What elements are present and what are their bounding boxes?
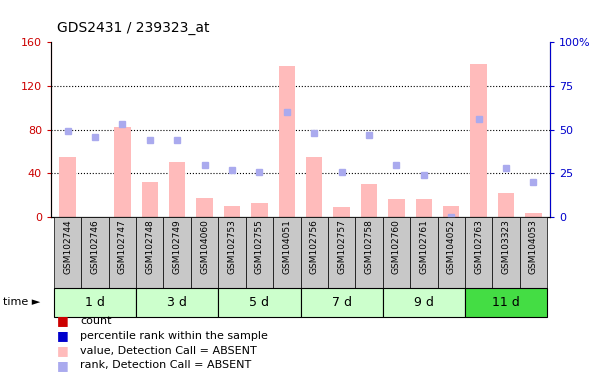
Bar [416,200,432,217]
Text: GSM104060: GSM104060 [200,219,209,274]
Bar [443,206,460,217]
Bar [273,217,300,288]
Bar [81,217,109,288]
Bar [141,182,158,217]
Text: GSM103323: GSM103323 [502,219,511,274]
Text: 3 d: 3 d [167,296,187,309]
Bar [224,206,240,217]
Text: GSM102757: GSM102757 [337,219,346,274]
Bar [169,162,185,217]
Bar [328,217,355,288]
Text: 7 d: 7 d [332,296,352,309]
Text: count: count [80,316,111,326]
Text: 11 d: 11 d [492,296,520,309]
Bar [498,193,514,217]
Text: GSM102755: GSM102755 [255,219,264,274]
Text: value, Detection Call = ABSENT: value, Detection Call = ABSENT [80,346,257,356]
Text: GSM102746: GSM102746 [90,219,99,274]
Bar [197,199,213,217]
Bar [300,217,328,288]
Bar [388,200,404,217]
Bar [279,66,295,217]
Bar [383,217,410,288]
Text: GSM102761: GSM102761 [419,219,429,274]
Bar [218,288,300,317]
Bar [246,217,273,288]
Bar [410,217,438,288]
Bar [334,207,350,217]
Bar [136,288,218,317]
Text: GSM102748: GSM102748 [145,219,154,274]
Bar [465,217,492,288]
Bar [383,288,465,317]
Bar [438,217,465,288]
Bar [218,217,246,288]
Bar [163,217,191,288]
Bar [59,157,76,217]
Text: 5 d: 5 d [249,296,269,309]
Text: ■: ■ [57,314,69,327]
Bar [300,288,383,317]
Text: ■: ■ [57,344,69,357]
Text: GSM102747: GSM102747 [118,219,127,274]
Text: GDS2431 / 239323_at: GDS2431 / 239323_at [57,21,210,35]
Text: ■: ■ [57,329,69,342]
Bar [54,217,81,288]
Text: ■: ■ [57,359,69,372]
Text: GSM102758: GSM102758 [365,219,373,274]
Text: GSM102744: GSM102744 [63,219,72,274]
Text: time ►: time ► [3,297,40,308]
Text: GSM102753: GSM102753 [228,219,236,274]
Bar [465,288,547,317]
Bar [492,217,520,288]
Bar [191,217,218,288]
Bar [251,203,267,217]
Text: GSM102760: GSM102760 [392,219,401,274]
Bar [109,217,136,288]
Bar [136,217,163,288]
Text: GSM102756: GSM102756 [310,219,319,274]
Bar [306,157,322,217]
Bar [361,184,377,217]
Text: GSM102763: GSM102763 [474,219,483,274]
Bar [114,127,130,217]
Bar [355,217,383,288]
Text: 9 d: 9 d [414,296,434,309]
Text: percentile rank within the sample: percentile rank within the sample [80,331,268,341]
Text: GSM104052: GSM104052 [447,219,456,274]
Text: 1 d: 1 d [85,296,105,309]
Text: GSM102749: GSM102749 [172,219,182,274]
Bar [471,64,487,217]
Text: rank, Detection Call = ABSENT: rank, Detection Call = ABSENT [80,361,251,371]
Bar [54,288,136,317]
Text: GSM104053: GSM104053 [529,219,538,274]
Bar [525,213,542,217]
Text: GSM104051: GSM104051 [282,219,291,274]
Bar [520,217,547,288]
